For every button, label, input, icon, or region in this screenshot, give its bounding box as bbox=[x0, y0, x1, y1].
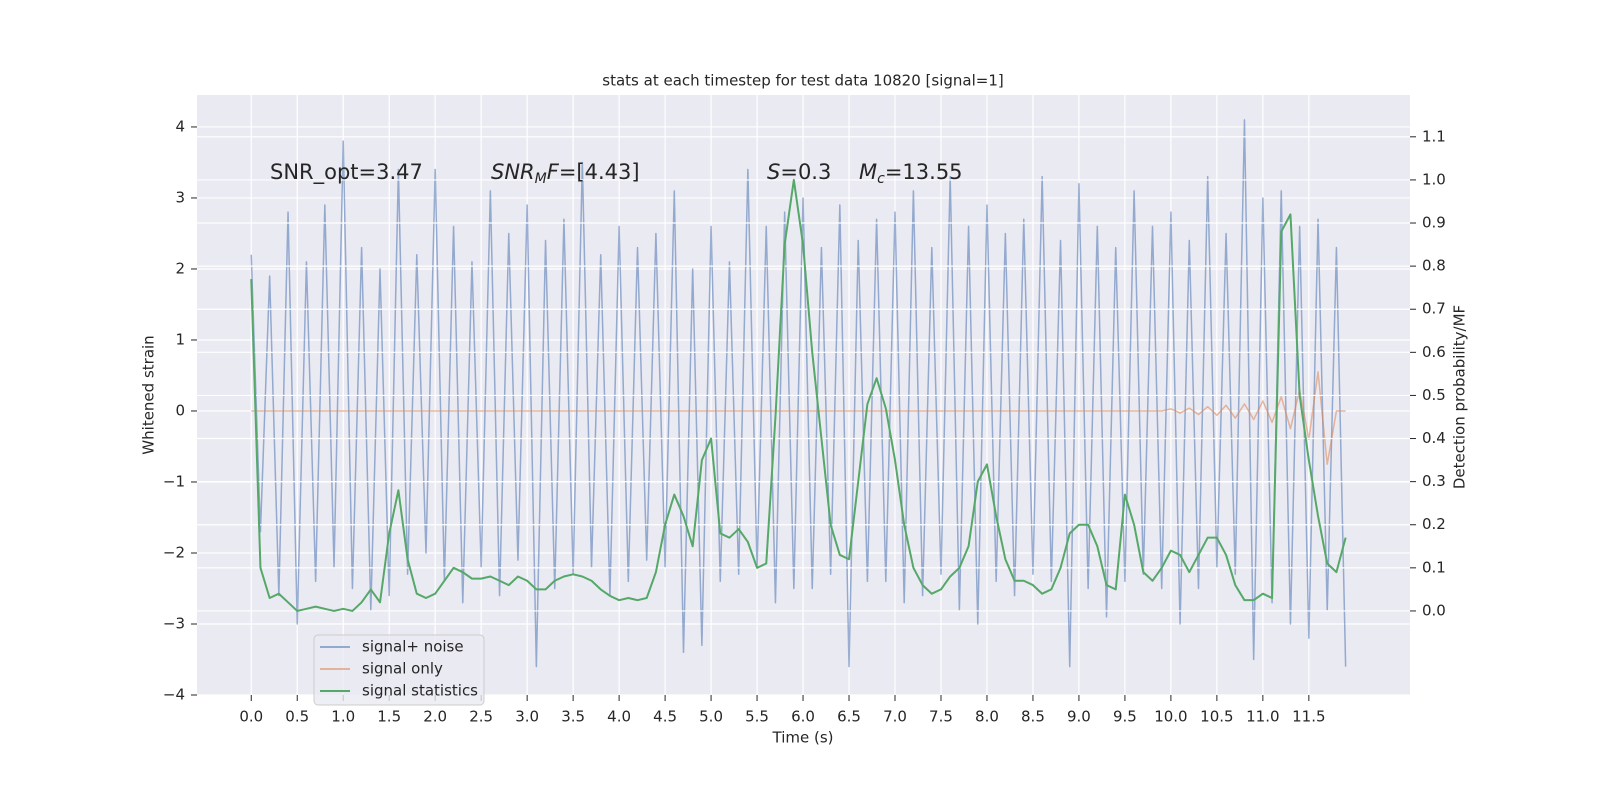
annotation-part: F bbox=[547, 160, 560, 184]
annotation-part: S bbox=[767, 160, 780, 184]
x-tick-label: 1.0 bbox=[331, 708, 355, 726]
x-tick-label: 3.0 bbox=[515, 708, 539, 726]
x-tick-label: 3.5 bbox=[561, 708, 585, 726]
annotation-part: c bbox=[877, 171, 885, 187]
y-tick-label: −1 bbox=[163, 472, 185, 490]
annotation-part: =[4.43] bbox=[559, 160, 640, 184]
x-tick-label: 10.0 bbox=[1154, 708, 1187, 726]
legend-label: signal+ noise bbox=[362, 638, 464, 656]
x-tick-label: 0.0 bbox=[239, 708, 263, 726]
x-tick-label: 0.5 bbox=[285, 708, 309, 726]
x-tick-label: 8.0 bbox=[975, 708, 999, 726]
x-tick-label: 6.5 bbox=[837, 708, 861, 726]
x-tick-label: 5.5 bbox=[745, 708, 769, 726]
annotation-part: SNR_opt=3.47 bbox=[270, 160, 423, 185]
y2-axis-label: Detection probability/MF bbox=[1451, 305, 1469, 489]
y-tick-label: 3 bbox=[175, 188, 185, 206]
annotation-part: M bbox=[535, 171, 547, 187]
y-tick-label: −3 bbox=[163, 614, 185, 632]
y2-tick-label: 0.7 bbox=[1422, 300, 1446, 318]
x-tick-label: 11.0 bbox=[1246, 708, 1279, 726]
annotation: S=0.3 bbox=[767, 160, 831, 184]
x-axis-label: Time (s) bbox=[772, 729, 834, 747]
y-tick-label: −4 bbox=[163, 686, 185, 704]
x-tick-label: 8.5 bbox=[1021, 708, 1045, 726]
x-tick-label: 7.0 bbox=[883, 708, 907, 726]
chart-title: stats at each timestep for test data 108… bbox=[602, 72, 1003, 90]
series-line bbox=[251, 371, 1346, 465]
y2-tick-label: 0.4 bbox=[1422, 429, 1446, 447]
y2-tick-label: 0.2 bbox=[1422, 515, 1446, 533]
annotation: Mc=13.55 bbox=[859, 160, 963, 187]
x-tick-label: 1.5 bbox=[377, 708, 401, 726]
x-tick-label: 11.5 bbox=[1292, 708, 1325, 726]
y-tick-label: −2 bbox=[163, 543, 185, 561]
x-tick-label: 2.5 bbox=[469, 708, 493, 726]
x-tick-label: 4.5 bbox=[653, 708, 677, 726]
x-tick-label: 7.5 bbox=[929, 708, 953, 726]
annotation-part: =0.3 bbox=[780, 160, 831, 184]
marks bbox=[250, 119, 1347, 668]
x-tick-label: 2.0 bbox=[423, 708, 447, 726]
legend-box bbox=[313, 634, 485, 706]
y2-tick-label: 0.6 bbox=[1422, 343, 1446, 361]
y2-tick-label: 0.1 bbox=[1422, 558, 1446, 576]
y-axis-label: Whitened strain bbox=[140, 335, 158, 454]
annotation: SNRMF=[4.43] bbox=[491, 160, 640, 187]
y2-tick-label: 1.0 bbox=[1422, 170, 1446, 188]
x-tick-label: 9.5 bbox=[1113, 708, 1137, 726]
y-tick-label: 0 bbox=[175, 401, 185, 419]
annotation-part: =13.55 bbox=[885, 160, 963, 184]
x-tick-label: 6.0 bbox=[791, 708, 815, 726]
y-tick-label: 2 bbox=[175, 259, 185, 277]
y2-tick-label: 0.3 bbox=[1422, 472, 1446, 490]
annotation-part: M bbox=[859, 160, 877, 184]
y-tick-label: 4 bbox=[175, 117, 185, 135]
annotation-part: SNR bbox=[491, 160, 535, 184]
y2-tick-label: 0.5 bbox=[1422, 386, 1446, 404]
y2-tick-label: 0.8 bbox=[1422, 257, 1446, 275]
x-tick-label: 4.0 bbox=[607, 708, 631, 726]
annotation: SNR_opt=3.47 bbox=[270, 160, 423, 185]
legend-label: signal only bbox=[362, 660, 443, 678]
y2-tick-label: 0.9 bbox=[1422, 214, 1446, 232]
x-tick-label: 10.5 bbox=[1200, 708, 1233, 726]
x-tick-label: 5.0 bbox=[699, 708, 723, 726]
y2-tick-label: 1.1 bbox=[1422, 127, 1446, 145]
y2-tick-label: 0.0 bbox=[1422, 601, 1446, 619]
legend-label: signal statistics bbox=[362, 682, 478, 700]
series-line bbox=[250, 178, 1347, 612]
legend: signal+ noise signal only signal statistic… bbox=[313, 634, 485, 706]
x-tick-label: 9.0 bbox=[1067, 708, 1091, 726]
y-tick-label: 1 bbox=[175, 330, 185, 348]
series-line bbox=[250, 119, 1347, 668]
axes: 0.0 0.5 1.0 1.5 2.0 2.5 3.0 3.5 4.0 4.5 5.0 5.5 6.0 6… bbox=[163, 117, 1446, 725]
